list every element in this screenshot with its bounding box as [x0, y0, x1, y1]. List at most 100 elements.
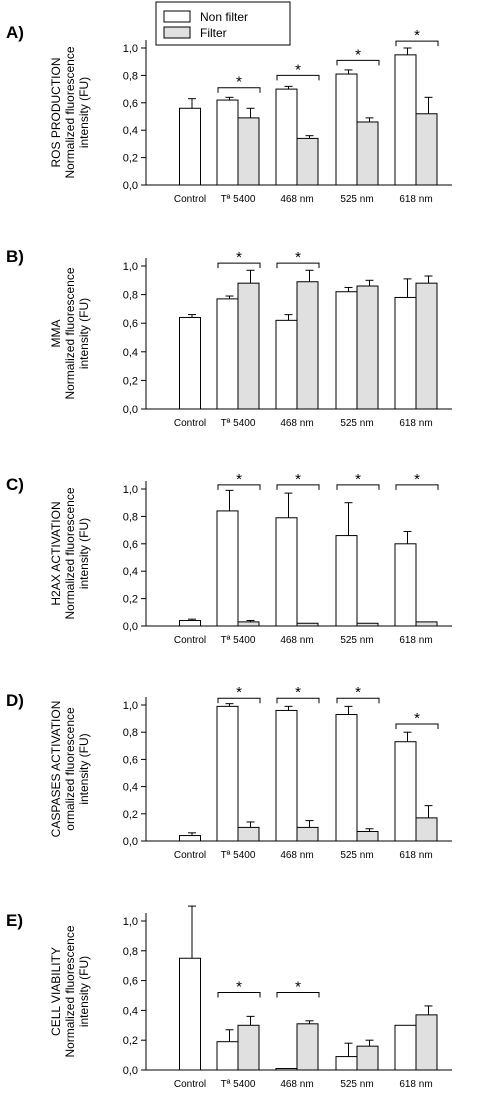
- y-tick-label: 1,0: [123, 916, 138, 928]
- bar-filter-t-5400: [237, 117, 260, 186]
- panels: A)ROS PRODUCTION Normalized fluorescence i…: [6, 23, 452, 1090]
- bar-filter-618-nm: [415, 621, 438, 627]
- y-tick-label: 0,4: [123, 347, 138, 359]
- y-tick-label: 0,8: [123, 290, 138, 302]
- y-tick-label: 1,0: [123, 261, 138, 273]
- y-tick-label: 0,2: [123, 809, 138, 821]
- bar-non-filter-t-5400: [216, 705, 239, 842]
- bar-filter-525-nm: [356, 285, 379, 410]
- y-axis-label-line: intensity (FU): [77, 733, 91, 804]
- bar-filter-t-5400: [237, 621, 260, 627]
- significance-bracket: [217, 87, 261, 93]
- panel-e: E) CELL VIABILITY Normalized fluorescence i…: [6, 905, 452, 1090]
- bar-filter-t-5400: [237, 1024, 260, 1071]
- y-tick-label: 0,0: [123, 180, 138, 192]
- y-axis-label-line: MMA: [49, 320, 63, 348]
- y-tick-label: 0,8: [123, 70, 138, 82]
- significance-star: *: [236, 471, 242, 488]
- significance-bracket: [395, 723, 439, 730]
- bar-non-filter-525-nm: [335, 1056, 358, 1071]
- significance-bracket: [336, 59, 380, 66]
- y-tick-label: 0,2: [123, 375, 138, 387]
- significance-star: *: [414, 27, 420, 44]
- significance-star: *: [295, 249, 301, 266]
- y-tick-label: 0,4: [123, 1005, 138, 1017]
- x-category-label: 618 nm: [399, 635, 432, 646]
- y-tick-label: 0,6: [123, 318, 138, 330]
- legend-swatch-filter: [163, 26, 191, 39]
- bar-non-filter-525-nm: [335, 73, 358, 186]
- significance-star: *: [295, 471, 301, 488]
- significance-bracket: [217, 697, 261, 704]
- y-tick-label: 0,4: [123, 125, 138, 137]
- bar-non-filter-t-5400: [216, 99, 239, 186]
- panel-letter: D): [6, 691, 24, 710]
- significance-bracket: [336, 697, 380, 704]
- y-axis-label-line: Normalized fluorescence: [63, 46, 77, 178]
- significance-bracket: [217, 262, 261, 269]
- significance-star: *: [295, 61, 301, 78]
- bar-filter-468-nm: [296, 137, 319, 186]
- bar-filter-525-nm: [356, 622, 379, 627]
- significance-star: *: [414, 710, 420, 727]
- significance-star: *: [355, 684, 361, 701]
- x-category-label: Tª 5400: [221, 850, 256, 861]
- y-tick-label: 0,8: [123, 511, 138, 523]
- bar-non-filter-618-nm: [394, 296, 417, 410]
- y-tick-label: 1,0: [123, 484, 138, 496]
- bar-non-filter-468-nm: [275, 88, 298, 186]
- significance-bracket: [276, 74, 320, 81]
- significance-star: *: [414, 471, 420, 488]
- x-category-label: Tª 5400: [221, 194, 256, 205]
- bar-non-filter-t-5400: [216, 298, 239, 410]
- x-category-label: 618 nm: [399, 850, 432, 861]
- panel-letter: B): [6, 247, 24, 266]
- significance-star: *: [236, 249, 242, 266]
- bar-non-filter-468-nm: [275, 319, 298, 410]
- y-tick-label: 1,0: [123, 43, 138, 55]
- bar-filter-468-nm: [296, 622, 319, 627]
- y-tick-label: 0,6: [123, 754, 138, 766]
- x-category-label: 525 nm: [340, 194, 373, 205]
- y-axis-label-line: ormalized fluorescence: [63, 707, 77, 831]
- y-axis-label-line: CASPASES ACTIVATION: [49, 701, 63, 838]
- legend-label-filter: Filter: [200, 26, 227, 40]
- bar-non-filter-618-nm: [394, 54, 417, 186]
- x-category-label: Tª 5400: [221, 635, 256, 646]
- bar-non-filter-525-nm: [335, 535, 358, 627]
- y-tick-label: 0,0: [123, 1065, 138, 1077]
- x-category-label: Control: [174, 850, 206, 861]
- significance-star: *: [355, 46, 361, 63]
- y-tick-label: 0,8: [123, 727, 138, 739]
- panel-letter: A): [6, 23, 24, 42]
- bar-non-filter-468-nm: [275, 709, 298, 842]
- bar-filter-618-nm: [415, 282, 438, 410]
- x-category-label: 468 nm: [280, 635, 313, 646]
- significance-bracket: [276, 697, 320, 704]
- x-category-label: Tª 5400: [221, 418, 256, 429]
- y-tick-label: 1,0: [123, 700, 138, 712]
- bar-non-filter-t-5400: [216, 1041, 239, 1071]
- panel-a: A) ROS PRODUCTION Normalized fluorescence i…: [6, 23, 452, 205]
- y-tick-label: 0,6: [123, 98, 138, 110]
- y-tick-label: 0,2: [123, 594, 138, 606]
- y-axis-label-line: Normalized fluorescence: [63, 267, 77, 399]
- y-tick-label: 0,2: [123, 153, 138, 165]
- significance-bracket: [395, 40, 439, 47]
- significance-star: *: [355, 471, 361, 488]
- bar-filter-618-nm: [415, 113, 438, 186]
- bar-non-filter-468-nm: [275, 1068, 298, 1071]
- bar-filter-t-5400: [237, 282, 260, 410]
- y-tick-label: 0,0: [123, 836, 138, 848]
- bar-non-filter-525-nm: [335, 291, 358, 410]
- bar-non-filter-t-5400: [216, 510, 239, 627]
- x-category-label: 525 nm: [340, 850, 373, 861]
- bar-filter-t-5400: [237, 826, 260, 842]
- bar-filter-468-nm: [296, 281, 319, 410]
- legend-swatch-non-filter: [163, 10, 191, 23]
- significance-star: *: [295, 979, 301, 996]
- significance-bracket: [276, 992, 320, 998]
- panel-letter: C): [6, 475, 24, 494]
